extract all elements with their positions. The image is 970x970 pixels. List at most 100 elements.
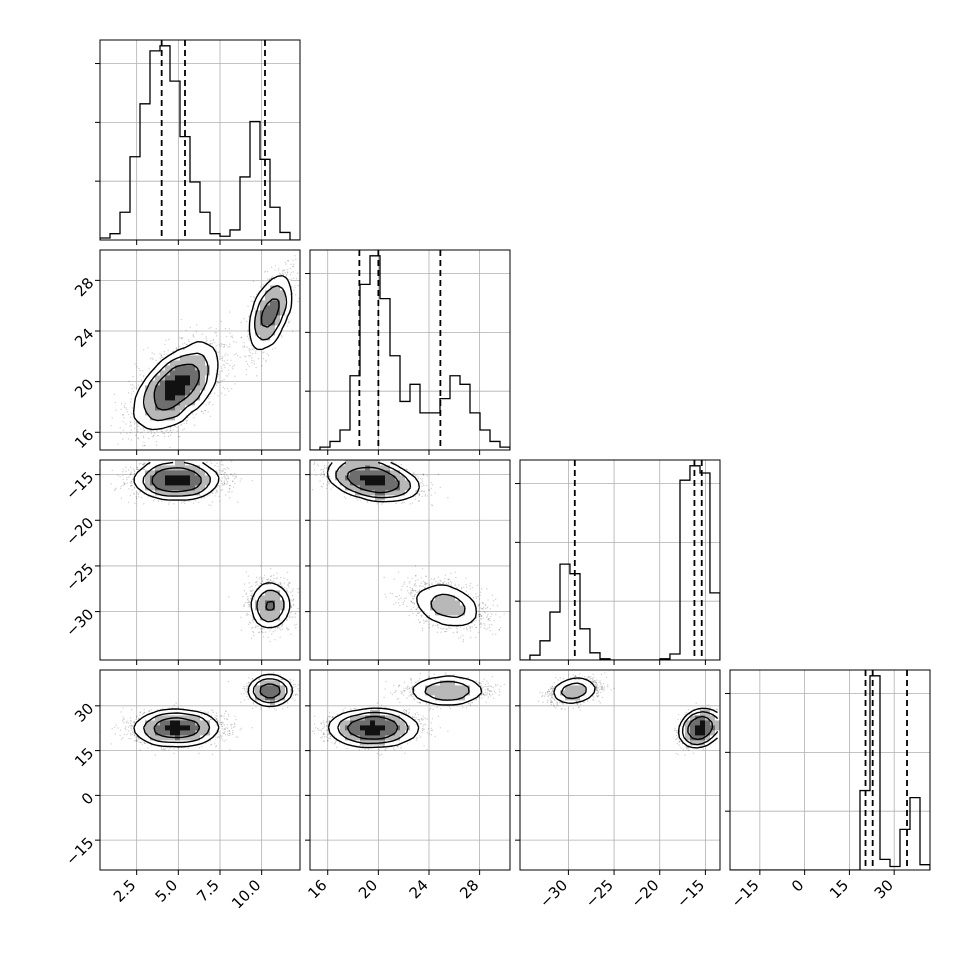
density-cell — [155, 375, 161, 381]
density-cell — [205, 390, 211, 396]
sample-point — [179, 435, 181, 438]
sample-point — [205, 340, 207, 343]
sample-point — [288, 322, 290, 324]
sample-point — [249, 356, 251, 358]
density-cell — [175, 385, 181, 391]
sample-point — [147, 347, 149, 349]
sample-point — [230, 336, 232, 338]
density-cell — [175, 405, 181, 411]
density-cell — [185, 405, 191, 411]
sample-point — [266, 271, 269, 273]
sample-point — [160, 356, 163, 358]
sample-point — [274, 269, 276, 271]
sample-point — [143, 429, 145, 432]
sample-point — [150, 432, 153, 434]
density-cell — [170, 355, 176, 361]
density-cell — [170, 420, 176, 426]
sample-point — [159, 353, 161, 355]
sample-point — [162, 356, 164, 359]
density-cell — [285, 290, 291, 296]
sample-point — [251, 359, 253, 362]
y-tick-label: 20 — [71, 375, 97, 401]
sample-point — [141, 370, 144, 372]
density-cell — [165, 365, 171, 371]
sample-point — [265, 359, 267, 361]
sample-point — [153, 432, 156, 434]
density-cell — [175, 360, 181, 366]
sample-point — [134, 363, 136, 365]
panel-frame — [99, 249, 301, 451]
sample-point — [281, 336, 283, 338]
sample-point — [296, 272, 299, 274]
sample-point — [188, 338, 190, 341]
sample-point — [247, 305, 249, 307]
density-cell — [275, 290, 281, 296]
density-cell — [275, 330, 281, 336]
density-cell — [195, 400, 201, 406]
sample-point — [183, 428, 185, 430]
density-cell — [185, 355, 191, 361]
sample-point — [239, 480, 241, 482]
sample-point — [220, 357, 223, 360]
sample-point — [290, 271, 293, 274]
density-cell — [185, 375, 191, 381]
density-cell — [200, 350, 206, 356]
density-cell — [190, 405, 196, 411]
sample-point — [120, 497, 123, 500]
sample-point — [127, 392, 130, 394]
density-cell — [150, 405, 156, 411]
sample-point — [174, 425, 176, 427]
density-cell — [165, 400, 171, 406]
density-cell — [260, 320, 266, 326]
sample-point — [267, 278, 269, 280]
sample-point — [210, 326, 212, 329]
sample-point — [248, 365, 250, 367]
sample-point — [123, 406, 126, 409]
density-cell — [270, 290, 276, 296]
density-cell — [135, 395, 141, 401]
density-cell — [150, 395, 156, 401]
density-cell — [250, 325, 256, 331]
density-cell — [145, 415, 151, 421]
sample-point — [304, 267, 305, 268]
sample-point — [129, 416, 132, 418]
sample-point — [128, 380, 130, 382]
sample-point — [122, 471, 124, 473]
density-cell — [140, 385, 146, 391]
sample-point — [219, 381, 222, 383]
density-cell — [185, 370, 191, 376]
density-cell — [190, 390, 196, 396]
density-cell — [200, 345, 206, 351]
sample-point — [143, 441, 145, 443]
sample-point — [230, 387, 233, 390]
density-cell — [175, 400, 181, 406]
sample-point — [226, 375, 229, 377]
sample-point — [204, 409, 206, 412]
density-cell — [200, 375, 206, 381]
sample-point — [287, 319, 289, 321]
density-contour — [153, 298, 280, 411]
sample-point — [186, 419, 188, 422]
sample-point — [150, 430, 152, 432]
density-cell — [135, 405, 141, 411]
density-cell — [180, 365, 186, 371]
density-cell — [170, 365, 176, 371]
density-cell — [190, 395, 196, 401]
density-cell — [175, 410, 181, 416]
scatter-panel-2-0 — [100, 460, 300, 660]
sample-point — [253, 363, 255, 365]
sample-point — [297, 300, 299, 303]
sample-point — [290, 263, 292, 265]
sample-point — [220, 345, 222, 348]
density-cell — [265, 295, 271, 301]
sample-point — [129, 431, 132, 434]
y-tick-label: 28 — [71, 274, 97, 300]
sample-point — [215, 348, 217, 350]
sample-point — [208, 397, 210, 400]
sample-point — [176, 430, 178, 432]
density-cell — [190, 375, 196, 381]
sample-point — [143, 349, 145, 351]
sample-point — [225, 375, 227, 377]
sample-point — [252, 280, 255, 283]
